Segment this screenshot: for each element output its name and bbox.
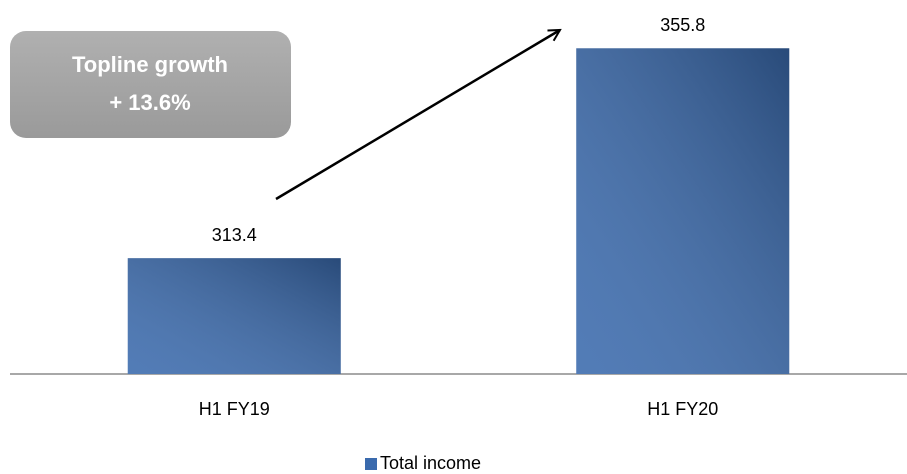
data-label: 313.4	[212, 225, 257, 245]
growth-arrow	[275, 28, 560, 201]
x-tick-label: H1 FY20	[647, 399, 718, 419]
annotation: Topline growth	[72, 52, 228, 77]
bar-shade	[127, 258, 341, 374]
x-tick-label: H1 FY19	[199, 399, 270, 419]
annotation-box	[10, 31, 291, 138]
annotation: + 13.6%	[109, 90, 190, 115]
legend-label: Total income	[380, 453, 481, 473]
data-label: 355.8	[660, 15, 705, 35]
bar-shade	[576, 48, 790, 374]
legend-swatch	[365, 458, 377, 470]
